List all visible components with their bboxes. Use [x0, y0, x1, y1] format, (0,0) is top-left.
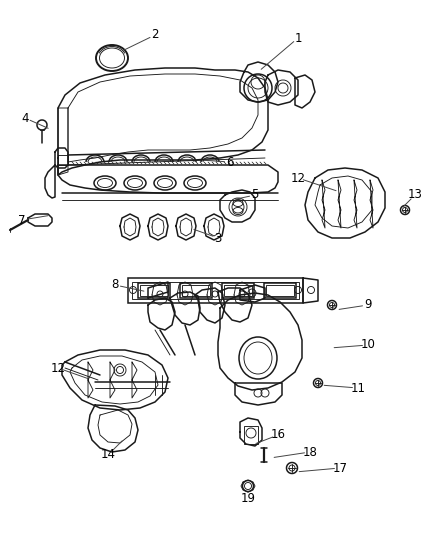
Text: 7: 7 — [18, 214, 26, 227]
Bar — [140, 285, 168, 296]
Bar — [180, 283, 212, 298]
Text: 5: 5 — [251, 189, 259, 201]
Text: 18: 18 — [303, 446, 318, 458]
Text: 8: 8 — [111, 279, 119, 292]
Bar — [182, 285, 210, 296]
Bar — [266, 285, 294, 296]
Text: 1: 1 — [294, 31, 302, 44]
Text: 19: 19 — [240, 491, 255, 505]
Bar — [224, 285, 252, 296]
Text: 13: 13 — [408, 189, 422, 201]
Bar — [244, 426, 258, 444]
Bar — [264, 283, 296, 298]
Bar — [222, 283, 254, 298]
Text: 10: 10 — [360, 338, 375, 351]
Bar — [138, 283, 170, 298]
Text: 17: 17 — [332, 462, 347, 474]
Text: 6: 6 — [226, 156, 234, 168]
Text: 12: 12 — [290, 172, 305, 184]
Text: 14: 14 — [100, 448, 116, 462]
Text: 3: 3 — [214, 231, 222, 245]
Text: 16: 16 — [271, 429, 286, 441]
Bar — [132, 282, 299, 299]
Text: 11: 11 — [350, 382, 365, 394]
Text: 12: 12 — [50, 361, 66, 375]
Text: 4: 4 — [21, 111, 29, 125]
Text: 2: 2 — [151, 28, 159, 42]
Text: 9: 9 — [364, 298, 372, 311]
Bar — [128, 278, 303, 303]
